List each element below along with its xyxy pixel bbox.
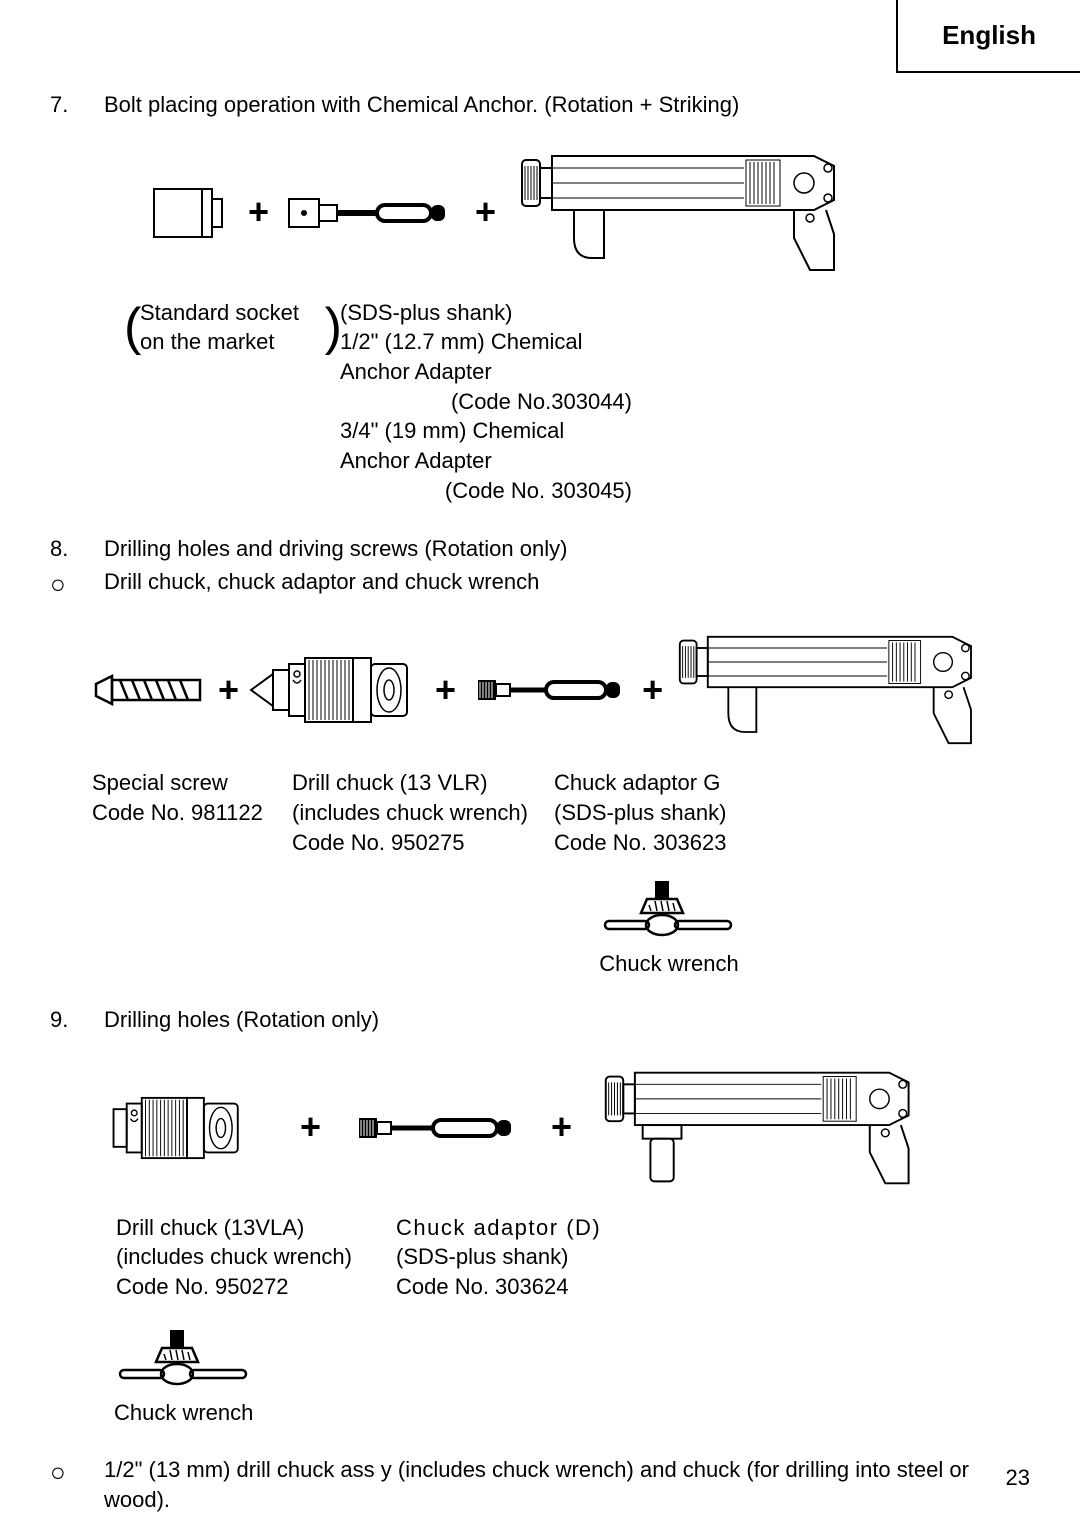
shank-l1: (SDS-plus shank) [340, 298, 640, 328]
drill-handle-icon [598, 1053, 928, 1203]
footer-text: 1/2" (13 mm) drill chuck ass y (includes… [104, 1455, 1030, 1514]
chuck-label: Drill chuck (13 VLR) (includes chuck wre… [292, 768, 554, 857]
shank-l2: 1/2" (12.7 mm) Chemical [340, 327, 640, 357]
section-8-icons: + + + [90, 620, 1030, 760]
shank-l7: (Code No. 303045) [340, 476, 640, 506]
chuck-wrench-icon [114, 1326, 254, 1398]
socket-label-l1: Standard socket [140, 298, 340, 328]
chuck-l3: Code No. 950275 [292, 828, 554, 858]
section-8-sub: ○ Drill chuck, chuck adaptor and chuck w… [50, 567, 1030, 602]
screw-l2: Code No. 981122 [92, 798, 292, 828]
socket-icon [150, 183, 230, 243]
drill-chuck-icon [247, 650, 417, 730]
drill-chuck-icon [106, 1088, 266, 1168]
bullet-icon: ○ [50, 567, 104, 602]
language-box: English [896, 0, 1080, 73]
plus-icon: + [475, 188, 496, 237]
chuck-adaptor-icon [474, 670, 634, 710]
chuck-wrench-icon [599, 877, 739, 949]
section-7-heading: 7. Bolt placing operation with Chemical … [50, 90, 1030, 120]
plus-icon: + [248, 188, 269, 237]
screw-label: Special screw Code No. 981122 [92, 768, 292, 857]
section-7-title: Bolt placing operation with Chemical Anc… [104, 90, 739, 120]
adaptor9-l2: (SDS-plus shank) [396, 1242, 636, 1272]
chuck-wrench-block: Chuck wrench [308, 877, 1030, 979]
adaptor9-l1: Chuck adaptor (D) [396, 1213, 636, 1243]
adaptor-l2: (SDS-plus shank) [554, 798, 754, 828]
section-7-icons: + + [150, 138, 1030, 288]
drill-icon [671, 620, 991, 760]
section-7-number: 7. [50, 90, 104, 120]
socket-label-l2: on the market [140, 327, 340, 357]
screw-l1: Special screw [92, 768, 292, 798]
section-9-heading: 9. Drilling holes (Rotation only) [50, 1005, 1030, 1035]
chuck-adaptor-d-icon [355, 1108, 525, 1148]
chuck9-l2: (includes chuck wrench) [116, 1242, 396, 1272]
socket-label: ( Standard socket on the market ) [140, 298, 340, 506]
section-8-number: 8. [50, 534, 104, 564]
plus-icon: + [300, 1103, 321, 1152]
section-9-labels: Drill chuck (13VLA) (includes chuck wren… [116, 1213, 1030, 1302]
section-9-title: Drilling holes (Rotation only) [104, 1005, 379, 1035]
screw-icon [90, 666, 210, 714]
bullet-icon: ○ [50, 1455, 104, 1514]
chuck-l2: (includes chuck wrench) [292, 798, 554, 828]
footer-item: ○ 1/2" (13 mm) drill chuck ass y (includ… [50, 1455, 1030, 1514]
section-8-labels: Special screw Code No. 981122 Drill chuc… [92, 768, 1030, 857]
chuck-l1: Drill chuck (13 VLR) [292, 768, 554, 798]
plus-icon: + [642, 666, 663, 715]
wrench-label-9: Chuck wrench [114, 1398, 1030, 1428]
section-8-subtitle: Drill chuck, chuck adaptor and chuck wre… [104, 567, 539, 602]
adaptor-label: Chuck adaptor G (SDS-plus shank) Code No… [554, 768, 754, 857]
adapter-icon [287, 193, 457, 233]
adaptor-l1: Chuck adaptor G [554, 768, 754, 798]
shank-l3: Anchor Adapter [340, 357, 640, 387]
shank-l6: Anchor Adapter [340, 446, 640, 476]
page-number: 23 [1006, 1463, 1030, 1493]
section-9-icons: + + [106, 1053, 1030, 1203]
section-8-title: Drilling holes and driving screws (Rotat… [104, 534, 567, 564]
plus-icon: + [435, 666, 456, 715]
adaptor-l3: Code No. 303623 [554, 828, 754, 858]
wrench-label: Chuck wrench [308, 949, 1030, 979]
section-7-labels: ( Standard socket on the market ) (SDS-p… [140, 298, 1030, 506]
plus-icon: + [551, 1103, 572, 1152]
chuck-wrench-block-9: Chuck wrench [114, 1326, 1030, 1428]
adaptor9-l3: Code No. 303624 [396, 1272, 636, 1302]
chuck-label-9: Drill chuck (13VLA) (includes chuck wren… [116, 1213, 396, 1302]
page-content: 7. Bolt placing operation with Chemical … [50, 90, 1030, 1515]
drill-icon [514, 138, 854, 288]
chuck9-l1: Drill chuck (13VLA) [116, 1213, 396, 1243]
section-8-heading: 8. Drilling holes and driving screws (Ro… [50, 534, 1030, 564]
shank-l4: (Code No.303044) [340, 387, 640, 417]
section-9-number: 9. [50, 1005, 104, 1035]
adaptor-label-9: Chuck adaptor (D) (SDS-plus shank) Code … [396, 1213, 636, 1302]
shank-l5: 3/4" (19 mm) Chemical [340, 416, 640, 446]
chuck9-l3: Code No. 950272 [116, 1272, 396, 1302]
plus-icon: + [218, 666, 239, 715]
shank-label: (SDS-plus shank) 1/2" (12.7 mm) Chemical… [340, 298, 640, 506]
